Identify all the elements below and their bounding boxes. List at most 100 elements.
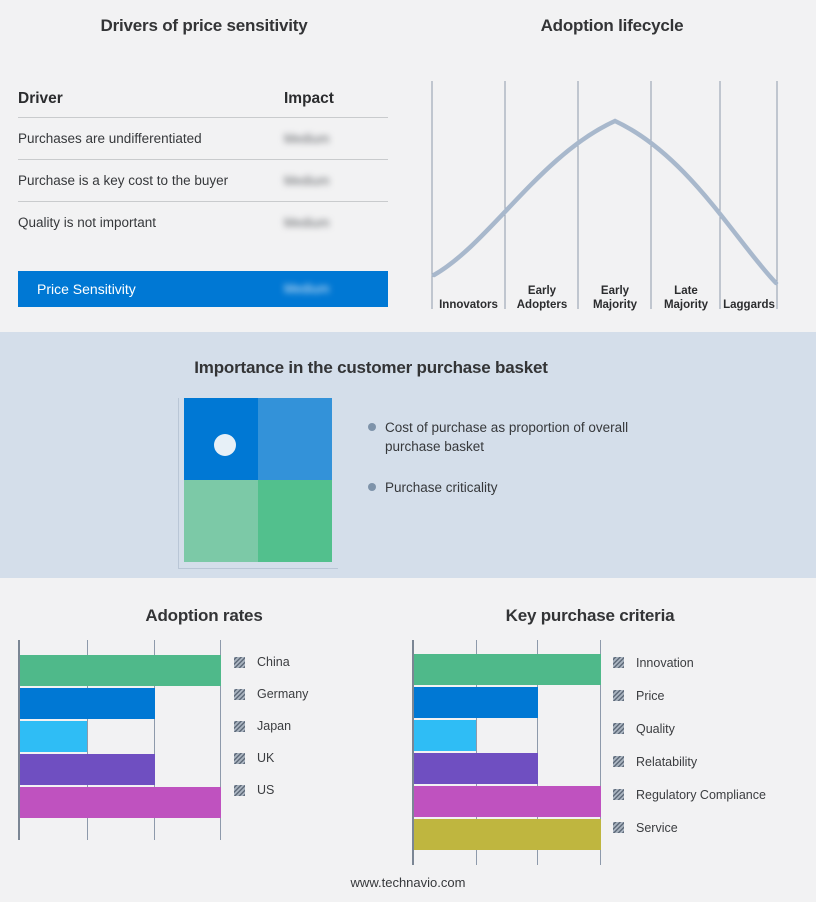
driver-label: Quality is not important xyxy=(18,215,157,230)
legend-label: UK xyxy=(257,751,275,765)
legend-label: Innovation xyxy=(636,655,694,670)
quadrant-matrix xyxy=(178,398,338,569)
bottom-band xyxy=(0,578,816,902)
list-item: Japan xyxy=(234,710,394,742)
table-row: Purchase is a key cost to the buyer Medi… xyxy=(18,160,388,201)
adoption-rates-plot xyxy=(18,640,222,840)
matrix-x-axis xyxy=(178,568,338,569)
legend-swatch-icon xyxy=(613,756,624,767)
footer-url: www.technavio.com xyxy=(350,875,466,890)
row-divider xyxy=(18,159,388,160)
list-item: Germany xyxy=(234,678,394,710)
gridline xyxy=(600,640,601,865)
legend-label: Japan xyxy=(257,719,292,733)
legend-label: Quality xyxy=(636,721,675,736)
legend-label: Regulatory Compliance xyxy=(636,787,766,802)
chart-y-axis xyxy=(18,640,20,840)
legend-label: Price xyxy=(636,688,665,703)
drivers-table: Driver Impact Purchases are undifferenti… xyxy=(18,90,388,243)
quadrant-bottom-right xyxy=(258,480,332,562)
legend-label: Cost of purchase as proportion of overal… xyxy=(385,420,629,454)
drivers-panel-title: Drivers of price sensitivity xyxy=(100,16,308,35)
legend-swatch-icon xyxy=(613,789,624,800)
legend-swatch-icon xyxy=(234,656,245,668)
adoption-rates-panel: Adoption rates China Germany Japa xyxy=(0,578,408,902)
bar-service xyxy=(414,819,601,850)
bar-relatability xyxy=(414,753,538,784)
legend-label: China xyxy=(257,655,290,669)
drivers-panel: Drivers of price sensitivity Driver Impa… xyxy=(0,0,408,332)
key-purchase-criteria-plot xyxy=(412,640,604,865)
header-divider xyxy=(18,117,388,118)
key-purchase-criteria-legend: Innovation Price Quality Relatability Re… xyxy=(613,646,813,844)
list-item: Purchase criticality xyxy=(368,478,668,497)
legend-label: US xyxy=(257,783,275,797)
key-purchase-criteria-title: Key purchase criteria xyxy=(505,606,675,625)
list-item: Innovation xyxy=(613,646,813,679)
legend-swatch-icon xyxy=(613,657,624,668)
list-item: Quality xyxy=(613,712,813,745)
basket-legend: Cost of purchase as proportion of overal… xyxy=(368,418,668,519)
matrix-grid xyxy=(184,398,332,562)
list-item: Relatability xyxy=(613,745,813,778)
lifecycle-chart: Innovators Early Adopters Early Majority… xyxy=(430,75,800,315)
key-purchase-criteria-panel: Key purchase criteria Innovation Price xyxy=(400,578,816,902)
list-item: Cost of purchase as proportion of overal… xyxy=(368,418,668,456)
legend-swatch-icon xyxy=(613,822,624,833)
impact-value: Medium xyxy=(284,215,330,230)
stage-label-innovators: Innovators xyxy=(439,299,498,311)
legend-dot-icon xyxy=(368,483,376,491)
quadrant-bottom-left xyxy=(184,480,258,562)
legend-dot-icon xyxy=(368,423,376,431)
driver-label: Purchases are undifferentiated xyxy=(18,131,202,146)
legend-label: Service xyxy=(636,820,678,835)
bar-us xyxy=(20,787,221,818)
stage-label-early-adopters: Early Adopters xyxy=(516,285,568,311)
list-item: UK xyxy=(234,742,394,774)
bar-china xyxy=(20,655,221,686)
impact-value: Medium xyxy=(284,131,330,146)
list-item: Regulatory Compliance xyxy=(613,778,813,811)
list-item: China xyxy=(234,646,394,678)
stage-label-early-majority: Early Majority xyxy=(592,285,638,311)
impact-value: Medium xyxy=(284,173,330,188)
stage-label-late-majority: Late Majority xyxy=(663,285,709,311)
bar-price xyxy=(414,687,538,718)
position-marker-dot xyxy=(214,434,236,456)
lifecycle-panel-title: Adoption lifecycle xyxy=(540,16,684,35)
legend-swatch-icon xyxy=(234,720,245,732)
drivers-table-header: Driver Impact xyxy=(18,90,388,117)
table-row: Quality is not important Medium xyxy=(18,202,388,243)
bar-japan xyxy=(20,721,87,752)
gridline xyxy=(220,640,221,840)
column-header-driver: Driver xyxy=(18,90,63,107)
legend-swatch-icon xyxy=(234,752,245,764)
list-item: Price xyxy=(613,679,813,712)
bell-curve-path xyxy=(431,118,779,286)
lifecycle-panel: Adoption lifecycle Innovators Early Adop… xyxy=(408,0,816,332)
column-header-impact: Impact xyxy=(284,90,334,107)
gridline xyxy=(537,640,538,865)
list-item: Service xyxy=(613,811,813,844)
basket-panel-title: Importance in the customer purchase bask… xyxy=(194,358,548,377)
matrix-y-axis xyxy=(178,398,179,568)
middle-band xyxy=(0,332,816,578)
basket-panel: Importance in the customer purchase bask… xyxy=(0,332,816,578)
price-sensitivity-summary-row: Price Sensitivity Medium xyxy=(18,271,388,307)
adoption-rates-title: Adoption rates xyxy=(145,606,263,625)
gridline xyxy=(154,640,155,840)
bar-regulatory-compliance xyxy=(414,786,601,817)
legend-swatch-icon xyxy=(613,690,624,701)
gridline xyxy=(476,640,477,865)
summary-impact: Medium xyxy=(284,282,330,296)
list-item: US xyxy=(234,774,394,806)
lifecycle-curve-svg xyxy=(431,81,779,309)
adoption-rates-legend: China Germany Japan UK US xyxy=(234,646,394,806)
legend-swatch-icon xyxy=(234,784,245,796)
table-row: Purchases are undifferentiated Medium xyxy=(18,118,388,159)
quadrant-top-left xyxy=(184,398,258,480)
summary-label: Price Sensitivity xyxy=(37,281,136,297)
lifecycle-stage-labels: Innovators Early Adopters Early Majority… xyxy=(430,75,800,315)
bar-uk xyxy=(20,754,155,785)
